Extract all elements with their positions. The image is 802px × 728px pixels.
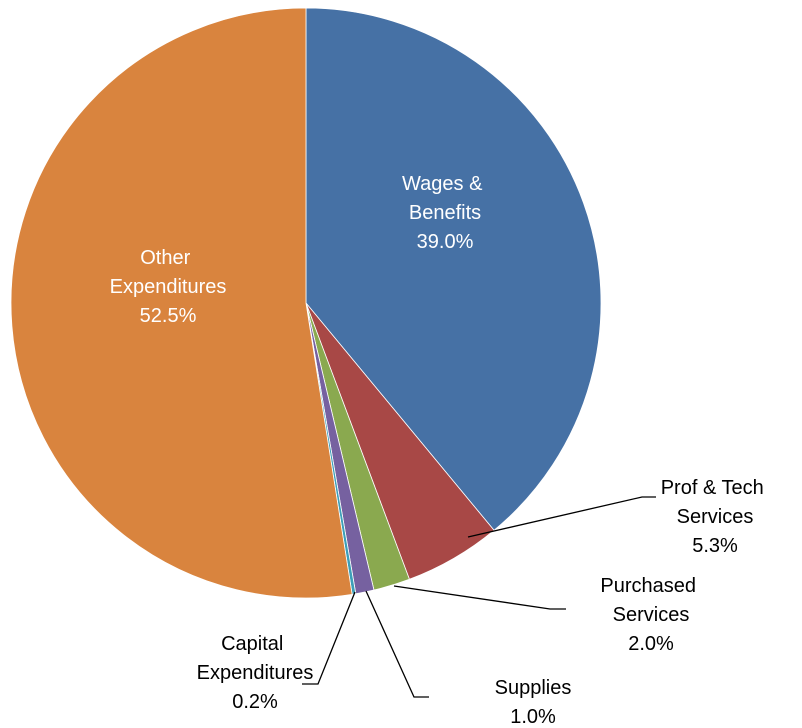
leader-line xyxy=(302,591,356,685)
value-label: 39.0% xyxy=(417,231,474,253)
leader-line xyxy=(393,585,566,610)
value-label: 5.3% xyxy=(692,535,738,557)
leader-line xyxy=(365,590,429,698)
label-line: Expenditures xyxy=(110,276,227,298)
value-label: 0.2% xyxy=(232,691,278,713)
slice-label: Other Expenditures xyxy=(110,247,227,298)
label-line: Services xyxy=(613,604,690,626)
label-line: Capital xyxy=(221,633,289,655)
leader-lines xyxy=(302,496,656,698)
leader-line xyxy=(467,496,656,538)
slice-label: Supplies xyxy=(495,677,572,699)
label-line: Purchased xyxy=(600,575,701,597)
slice-label: Prof & Tech Services xyxy=(661,477,770,528)
slice-label: Purchased Services xyxy=(600,575,701,626)
label-line: Wages & xyxy=(402,173,488,195)
label-line: Expenditures xyxy=(197,662,314,684)
slice-label: Wages & Benefits xyxy=(402,173,488,224)
slices xyxy=(10,7,602,599)
label-line: Other xyxy=(140,247,196,269)
label-line: Services xyxy=(677,506,754,528)
value-label: 52.5% xyxy=(140,305,197,327)
value-label: 1.0% xyxy=(510,706,556,728)
label-line: Prof & Tech xyxy=(661,477,770,499)
value-label: 2.0% xyxy=(628,633,674,655)
pie-slice xyxy=(305,7,602,531)
label-line: Benefits xyxy=(409,202,481,224)
pie-slice xyxy=(10,7,353,599)
slice-label: Capital Expenditures xyxy=(197,633,314,684)
